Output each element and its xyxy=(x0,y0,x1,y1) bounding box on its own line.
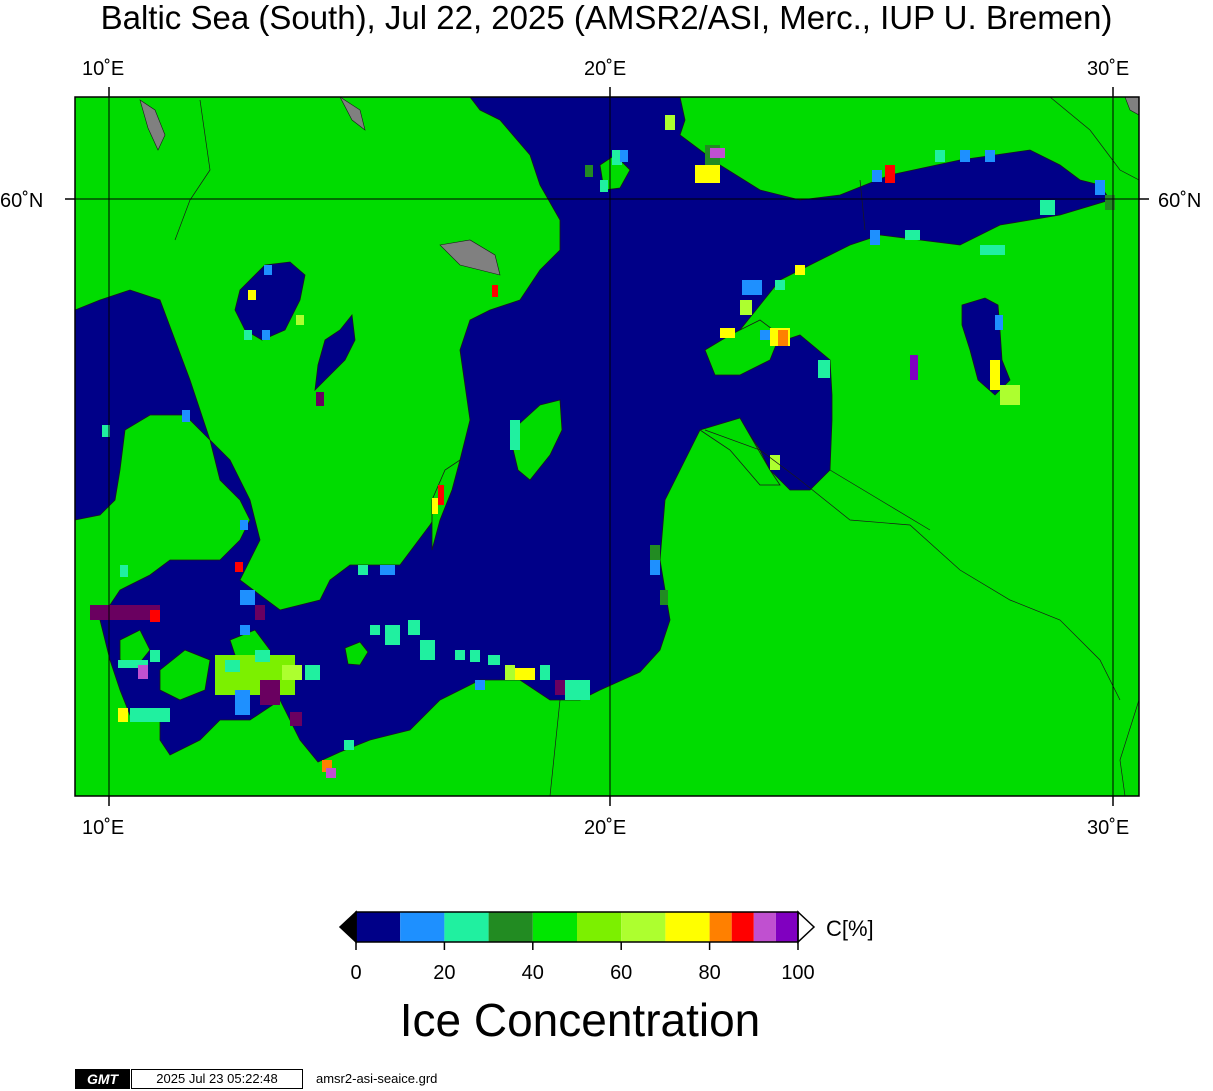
map xyxy=(65,87,1149,806)
map-frame xyxy=(74,96,1140,797)
colorbar-bin-9 xyxy=(731,912,754,942)
colorbar-tick-label-4: 80 xyxy=(698,962,721,984)
colorbar-unit: C[%] xyxy=(826,916,874,941)
colorbar-bin-3 xyxy=(488,912,533,942)
colorbar-ticks xyxy=(355,942,799,950)
bottom-lon-label-20e: 20˚E xyxy=(584,817,627,839)
map-title: Baltic Sea (South), Jul 22, 2025 (AMSR2/… xyxy=(100,0,1113,36)
ice-pixels xyxy=(90,115,1115,778)
grid-file-name: amsr2-asi-seaice.grd xyxy=(316,1071,438,1086)
colorbar-bin-5 xyxy=(577,912,622,942)
colorbar-bins xyxy=(356,912,798,942)
colorbar-tick-label-1: 20 xyxy=(433,962,456,984)
colorbar-bin-7 xyxy=(665,912,710,942)
colorbar-tick-label-0: 0 xyxy=(350,962,362,984)
gmt-logo: GMT xyxy=(75,1069,130,1089)
colorbar-bin-1 xyxy=(400,912,445,942)
colorbar-bin-0 xyxy=(356,912,401,942)
colorbar-over-triangle xyxy=(797,910,816,944)
colorbar-bin-6 xyxy=(621,912,666,942)
bottom-lon-label-10e: 10˚E xyxy=(82,817,125,839)
colorbar-bin-10 xyxy=(753,912,776,942)
no-data-patches xyxy=(139,97,1139,276)
colorbar-bin-2 xyxy=(444,912,489,942)
frame-ticks xyxy=(65,87,1149,806)
colorbar-bin-4 xyxy=(532,912,577,942)
top-lon-label-20e: 20˚E xyxy=(584,58,627,80)
right-lat-label-60n: 60˚N xyxy=(1158,190,1202,212)
colorbar-tick-label-3: 60 xyxy=(610,962,633,984)
graticule xyxy=(75,97,1139,796)
country-borders xyxy=(174,97,1139,796)
colorbar-tick-label-2: 40 xyxy=(521,962,544,984)
colorbar-tick-label-5: 100 xyxy=(781,962,815,984)
colorbar-bin-8 xyxy=(709,912,732,942)
top-lon-label-30e: 30˚E xyxy=(1087,58,1130,80)
bottom-lon-label-30e: 30˚E xyxy=(1087,817,1130,839)
timestamp: 2025 Jul 23 05:22:48 xyxy=(131,1069,303,1089)
left-lat-label-60n: 60˚N xyxy=(0,190,44,212)
colorbar-title: Ice Concentration xyxy=(399,994,761,1046)
top-lon-label-10e: 10˚E xyxy=(82,58,125,80)
colorbar-bin-11 xyxy=(775,912,798,942)
colorbar-under-triangle xyxy=(338,910,357,944)
colorbar-frame xyxy=(355,911,799,943)
